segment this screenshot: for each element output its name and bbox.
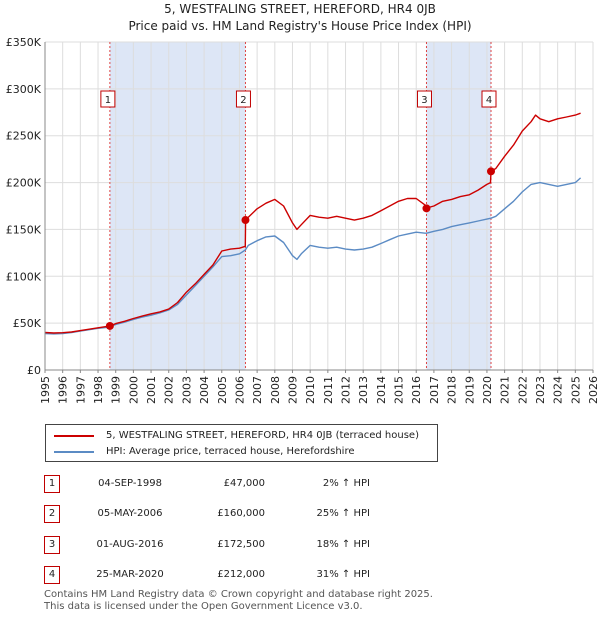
x-tick-label: 2011	[322, 376, 335, 404]
x-tick-label: 2018	[446, 376, 459, 404]
x-tick-label: 2013	[357, 376, 370, 404]
sale-hpi-diff: 2% ↑ HPI	[322, 478, 370, 489]
footer-licence: This data is licensed under the Open Gov…	[44, 601, 363, 612]
x-tick-label: 2004	[198, 376, 211, 404]
x-tick-label: 2009	[286, 376, 299, 404]
x-tick-label: 1998	[92, 376, 105, 404]
x-tick-label: 2017	[428, 376, 441, 404]
x-tick-label: 1995	[39, 376, 52, 404]
legend-label-property: 5, WESTFALING STREET, HEREFORD, HR4 0JB …	[106, 430, 419, 441]
x-tick-label: 1997	[74, 376, 87, 404]
y-tick-label: £50K	[13, 317, 42, 330]
chart-title: 5, WESTFALING STREET, HEREFORD, HR4 0JB	[164, 2, 436, 16]
sale-box-label-3: 3	[421, 95, 427, 106]
y-tick-label: £100K	[6, 270, 42, 283]
sale-badge: 4	[44, 566, 60, 584]
x-tick-label: 2005	[216, 376, 229, 404]
x-tick-label: 2000	[127, 376, 140, 404]
x-tick-label: 2019	[463, 376, 476, 404]
sale-hpi-diff: 18% ↑ HPI	[316, 539, 370, 550]
sale-price: £47,000	[223, 478, 265, 489]
y-tick-label: £250K	[6, 130, 42, 143]
sale-box-label-1: 1	[105, 95, 111, 106]
x-tick-label: 2006	[233, 376, 246, 404]
x-tick-label: 2008	[269, 376, 282, 404]
x-tick-label: 2026	[587, 376, 600, 404]
hpi-series-line	[44, 177, 582, 335]
y-tick-label: £350K	[6, 36, 42, 49]
sale-date: 01-AUG-2016	[96, 539, 164, 550]
sale-point-2	[241, 216, 250, 225]
shaded-range-1	[109, 42, 246, 370]
table-row: 2 05-MAY-2006 £160,000 25% ↑ HPI	[0, 505, 600, 525]
sale-hpi-diff: 31% ↑ HPI	[316, 569, 370, 580]
sale-badge: 2	[44, 505, 60, 523]
x-tick-label: 1999	[110, 376, 123, 404]
shaded-range-2	[426, 42, 492, 370]
sale-box-1	[100, 90, 116, 108]
sale-box-3	[416, 90, 432, 108]
x-tick-label: 2015	[393, 376, 406, 404]
x-tick-label: 2002	[163, 376, 176, 404]
x-tick-label: 2012	[340, 376, 353, 404]
sale-point-3	[422, 204, 431, 213]
x-tick-label: 2025	[569, 376, 582, 404]
legend-swatch-hpi	[54, 451, 94, 453]
x-tick-label: 2022	[516, 376, 529, 404]
sale-price: £172,500	[217, 539, 265, 550]
footer-copyright: Contains HM Land Registry data © Crown c…	[44, 589, 433, 600]
x-tick-label: 2016	[410, 376, 423, 404]
sale-date: 04-SEP-1998	[98, 478, 162, 489]
x-tick-label: 2023	[534, 376, 547, 404]
sale-date: 05-MAY-2006	[97, 508, 163, 519]
sale-badge: 3	[44, 536, 60, 554]
table-row: 3 01-AUG-2016 £172,500 18% ↑ HPI	[0, 536, 600, 556]
y-tick-label: £150K	[6, 223, 42, 236]
legend-label-hpi: HPI: Average price, terraced house, Here…	[106, 446, 355, 457]
sale-box-2	[235, 90, 251, 108]
x-tick-label: 2003	[180, 376, 193, 404]
chart-subtitle: Price paid vs. HM Land Registry's House …	[128, 19, 472, 33]
x-tick-label: 2021	[499, 376, 512, 404]
table-row: 4 25-MAR-2020 £212,000 31% ↑ HPI	[0, 566, 600, 586]
legend: 5, WESTFALING STREET, HEREFORD, HR4 0JB …	[45, 424, 438, 462]
sale-price: £160,000	[217, 508, 265, 519]
x-tick-label: 2010	[304, 376, 317, 404]
x-tick-label: 2020	[481, 376, 494, 404]
sale-point-4	[487, 167, 496, 176]
sale-hpi-diff: 25% ↑ HPI	[316, 508, 370, 519]
y-tick-label: £300K	[6, 83, 42, 96]
x-tick-label: 2001	[145, 376, 158, 404]
x-tick-label: 2014	[375, 376, 388, 404]
sale-date: 25-MAR-2020	[96, 569, 164, 580]
table-row: 1 04-SEP-1998 £47,000 2% ↑ HPI	[0, 475, 600, 495]
x-tick-label: 2024	[552, 376, 565, 404]
y-tick-label: £0	[27, 364, 41, 377]
sale-price: £212,000	[217, 569, 265, 580]
sale-box-label-4: 4	[486, 95, 492, 106]
price-chart: 1 2 3 4 £0 £50K £100K £150K £200K £250K £300K £350K…	[6, 36, 600, 404]
sale-point-1	[105, 321, 114, 330]
sale-badge: 1	[44, 475, 60, 493]
y-tick-label: £200K	[6, 177, 42, 190]
x-tick-label: 1996	[57, 376, 70, 404]
legend-swatch-property	[54, 435, 94, 437]
sale-box-label-2: 2	[240, 95, 246, 106]
x-tick-label: 2007	[251, 376, 264, 404]
sale-box-4	[481, 90, 497, 108]
